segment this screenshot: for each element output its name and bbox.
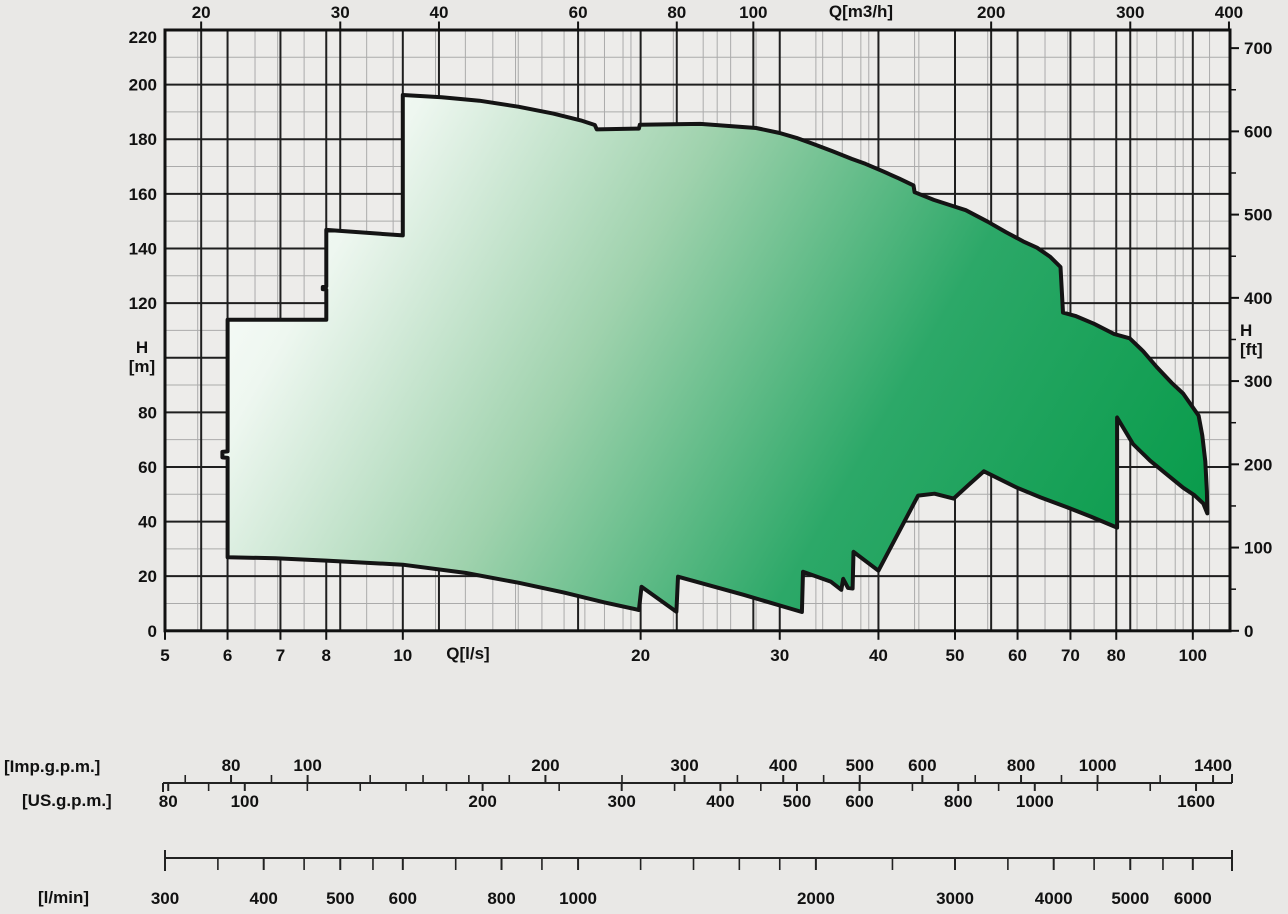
l-min-tick-label: 2000 xyxy=(797,889,835,908)
top-axis-tick-label: 200 xyxy=(977,3,1005,22)
us-gpm-tick-label: 1600 xyxy=(1177,792,1215,811)
bottom-axis-tick-label: 8 xyxy=(322,646,331,665)
left-axis-tick-label: 80 xyxy=(138,403,157,422)
left-axis-tick-label: 160 xyxy=(129,185,157,204)
l-min-tick-label: 600 xyxy=(389,889,417,908)
top-axis-tick-label: 80 xyxy=(667,3,686,22)
imp-gpm-tick-label: 800 xyxy=(1007,756,1035,775)
imp-gpm-tick-label: 100 xyxy=(293,756,321,775)
l-min-bracket-label: [l/min] xyxy=(38,888,89,907)
bottom-axis-tick-label: 100 xyxy=(1179,646,1207,665)
left-axis-tick-label: 200 xyxy=(129,76,157,95)
bottom-axis-tick-label: 60 xyxy=(1008,646,1027,665)
l-min-tick-label: 5000 xyxy=(1111,889,1149,908)
top-axis-unit-label: Q[m3/h] xyxy=(828,2,894,21)
l-min-tick-label: 800 xyxy=(487,889,515,908)
bottom-axis-tick-label: 30 xyxy=(770,646,789,665)
right-axis-tick-label: 700 xyxy=(1244,39,1272,58)
imp-gpm-tick-label: 400 xyxy=(769,756,797,775)
right-axis-unit: [ft] xyxy=(1240,340,1263,359)
left-axis-unit-label: H [m] xyxy=(124,338,160,376)
right-axis-tick-label: 0 xyxy=(1244,622,1253,641)
top-axis-tick-label: 100 xyxy=(739,3,767,22)
us-gpm-tick-label: 200 xyxy=(468,792,496,811)
us-gpm-tick-label: 300 xyxy=(608,792,636,811)
left-axis-unit: [m] xyxy=(128,357,156,376)
left-axis-tick-label: 140 xyxy=(129,239,157,258)
bottom-axis-tick-label: 5 xyxy=(160,646,169,665)
l-min-tick-label: 400 xyxy=(250,889,278,908)
plot-border xyxy=(163,28,1232,633)
right-axis-tick-label: 200 xyxy=(1244,455,1272,474)
us-gpm-tick-label: 100 xyxy=(231,792,259,811)
bottom-axis-tick-label: 80 xyxy=(1107,646,1126,665)
right-axis-tick-label: 300 xyxy=(1244,372,1272,391)
left-axis-tick-label: 0 xyxy=(148,622,157,641)
bottom-axis-tick-label: 40 xyxy=(869,646,888,665)
us-gpm-tick-label: 800 xyxy=(944,792,972,811)
l-min-tick-label: 500 xyxy=(326,889,354,908)
right-axis-unit-label: H [ft] xyxy=(1240,321,1276,359)
bottom-axis-tick-label: 50 xyxy=(946,646,965,665)
left-axis-tick-label: 60 xyxy=(138,458,157,477)
l-min-tick-label: 6000 xyxy=(1174,889,1212,908)
us-gpm-tick-label: 1000 xyxy=(1016,792,1054,811)
imp-gpm-tick-label: 1000 xyxy=(1079,756,1117,775)
right-axis-tick-label: 400 xyxy=(1244,289,1272,308)
coverage-envelope-area xyxy=(220,93,1210,614)
top-axis-tick-label: 60 xyxy=(569,3,588,22)
imp-gpm-tick-label: 500 xyxy=(846,756,874,775)
right-axis-tick-label: 100 xyxy=(1244,539,1272,558)
left-axis-tick-label: 180 xyxy=(129,130,157,149)
imp-gpm-tick-label: 200 xyxy=(531,756,559,775)
left-axis-tick-label: 220 xyxy=(129,28,157,47)
top-axis-tick-label: 20 xyxy=(192,3,211,22)
us-gpm-tick-label: 500 xyxy=(783,792,811,811)
bottom-axis-unit-label: Q[l/s] xyxy=(446,644,490,663)
l-min-tick-label: 1000 xyxy=(559,889,597,908)
l-min-tick-label: 4000 xyxy=(1035,889,1073,908)
right-axis-tick-label: 600 xyxy=(1244,122,1272,141)
left-axis-symbol: H xyxy=(135,338,149,357)
us-gpm-bracket-label: [US.g.p.m.] xyxy=(22,791,112,810)
bottom-axis-tick-label: 20 xyxy=(631,646,650,665)
us-gpm-tick-label: 80 xyxy=(159,792,178,811)
left-axis-tick-label: 120 xyxy=(129,294,157,313)
top-axis-tick-label: 30 xyxy=(331,3,350,22)
left-axis-tick-label: 40 xyxy=(138,513,157,532)
imp-gpm-tick-label: 600 xyxy=(908,756,936,775)
bottom-axis-tick-label: 10 xyxy=(393,646,412,665)
top-axis-tick-label: 300 xyxy=(1116,3,1144,22)
left-axis-tick-label: 20 xyxy=(138,567,157,586)
top-axis-tick-label: 40 xyxy=(430,3,449,22)
right-axis-tick-label: 500 xyxy=(1244,206,1272,225)
bottom-axis-tick-label: 6 xyxy=(223,646,232,665)
l-min-tick-label: 300 xyxy=(151,889,179,908)
us-gpm-tick-label: 600 xyxy=(845,792,873,811)
imp-gpm-tick-label: 1400 xyxy=(1194,756,1232,775)
imp-gpm-tick-label: 80 xyxy=(222,756,241,775)
us-gpm-tick-label: 400 xyxy=(706,792,734,811)
bottom-axis-tick-label: 7 xyxy=(276,646,285,665)
l-min-tick-label: 3000 xyxy=(936,889,974,908)
top-axis-tick-label: 400 xyxy=(1215,3,1243,22)
right-axis-symbol: H xyxy=(1240,321,1253,340)
imp-gpm-bracket-label: [Imp.g.p.m.] xyxy=(4,757,101,776)
imp-gpm-tick-label: 300 xyxy=(670,756,698,775)
bottom-axis-tick-label: 70 xyxy=(1061,646,1080,665)
